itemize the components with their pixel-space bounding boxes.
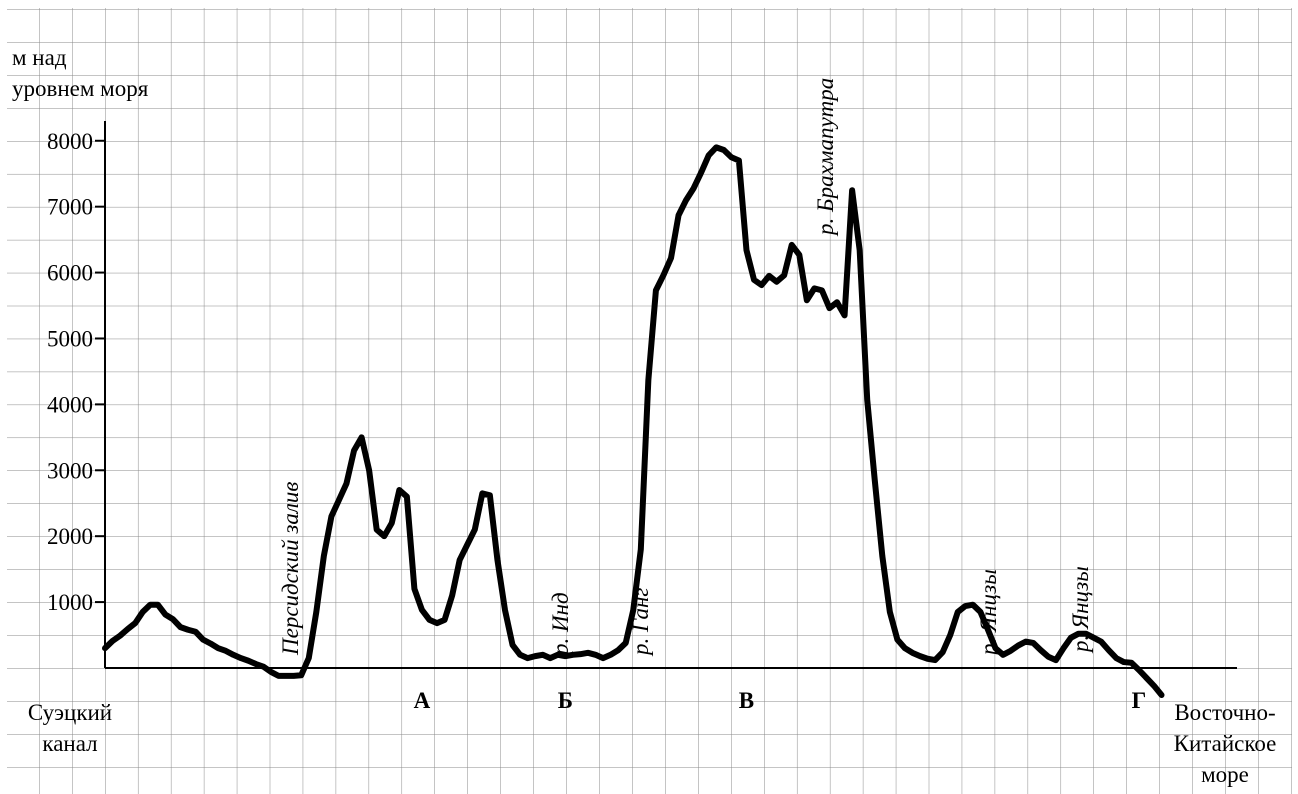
- x-category-label: В: [739, 688, 754, 713]
- rotated-annotation: р. Ганг: [628, 588, 653, 657]
- rotated-annotation: р. Янцзы: [976, 569, 1001, 657]
- place-annotation: Суэцкий канал: [27, 700, 113, 756]
- x-category-label: А: [414, 688, 431, 713]
- y-tick-label: 3000: [47, 458, 93, 483]
- y-tick-label: 6000: [47, 261, 93, 286]
- rotated-annotation: р. Янцзы: [1068, 566, 1093, 654]
- y-tick-label: 2000: [47, 524, 93, 549]
- y-tick-label: 4000: [47, 392, 93, 417]
- y-tick-label: 1000: [47, 590, 93, 615]
- place-annotation: Восточно- Китайское море: [1173, 700, 1277, 787]
- y-tick-label: 5000: [47, 326, 93, 351]
- y-tick-label: 7000: [47, 195, 93, 220]
- x-category-label: Б: [558, 688, 573, 713]
- x-category-label: Г: [1132, 688, 1147, 713]
- y-tick-label: 8000: [47, 129, 93, 154]
- profile-line: [102, 144, 1165, 699]
- rotated-annotation: р. Брахмапутра: [813, 78, 838, 237]
- rotated-annotation: р. Инд: [548, 592, 573, 657]
- y-axis-label: м над уровнем моря: [12, 45, 149, 101]
- rotated-annotation: Персидский залив: [278, 482, 303, 656]
